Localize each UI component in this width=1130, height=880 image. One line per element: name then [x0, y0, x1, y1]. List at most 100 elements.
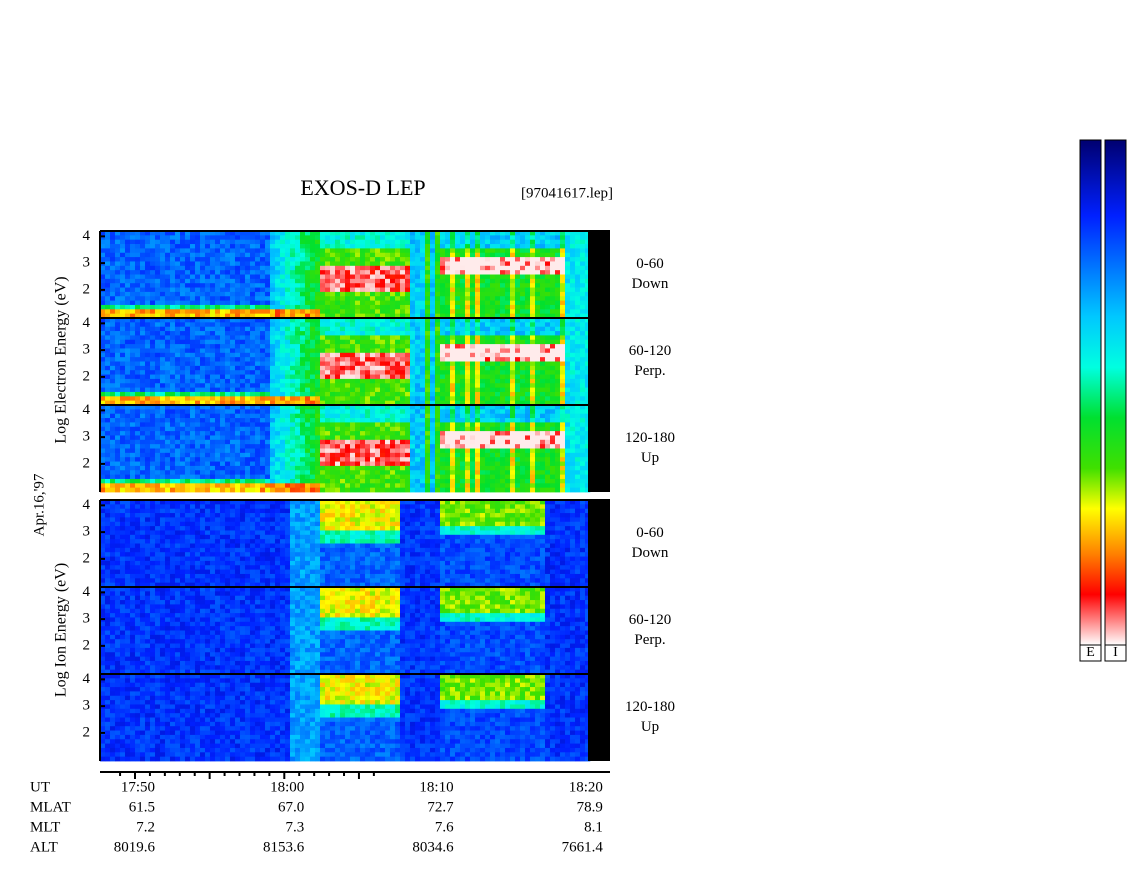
spectrogram-cell	[315, 244, 321, 249]
spectrogram-cell	[135, 352, 141, 358]
spectrogram-cell	[140, 413, 146, 419]
spectrogram-cell	[120, 318, 126, 323]
spectrogram-cell	[160, 400, 166, 406]
spectrogram-cell	[330, 357, 336, 362]
spectrogram-cell	[220, 300, 226, 306]
spectrogram-cell	[470, 313, 476, 319]
spectrogram-cell	[135, 474, 141, 480]
spectrogram-cell	[465, 296, 471, 301]
spectrogram-cell	[510, 357, 516, 362]
spectrogram-cell	[280, 287, 286, 293]
spectrogram-cell	[150, 304, 156, 310]
spectrogram-cell	[340, 365, 346, 371]
spectrogram-cell	[265, 400, 271, 406]
spectrogram-cell	[550, 274, 556, 280]
spectrogram-cell	[570, 261, 576, 267]
spectrogram-cell	[375, 291, 381, 297]
spectrogram-cell	[270, 487, 276, 493]
spectrogram-cell	[550, 265, 556, 271]
spectrogram-cell	[240, 457, 246, 462]
spectrogram-cell	[230, 465, 236, 471]
spectrogram-cell	[515, 348, 521, 354]
spectrogram-cell	[350, 296, 356, 301]
spectrogram-cell	[225, 261, 231, 267]
spectrogram-cell	[290, 483, 296, 489]
spectrogram-cell	[300, 452, 306, 458]
spectrogram-cell	[265, 378, 271, 384]
spectrogram-cell	[110, 378, 116, 384]
spectrogram-cell	[200, 461, 206, 467]
spectrogram-cell	[200, 365, 206, 371]
spectrogram-cell	[250, 291, 256, 297]
spectrogram-cell	[105, 483, 111, 489]
spectrogram-cell	[140, 391, 146, 397]
spectrogram-cell	[535, 248, 541, 254]
spectrogram-cell	[310, 339, 316, 345]
spectrogram-cell	[205, 300, 211, 306]
spectrogram-cell	[275, 478, 281, 484]
spectrogram-cell	[405, 248, 411, 254]
spectrogram-cell	[385, 335, 391, 341]
spectrogram-cell	[170, 304, 176, 310]
spectrogram-cell	[260, 287, 266, 293]
spectrogram-cell	[175, 326, 181, 332]
spectrogram-cell	[325, 378, 331, 384]
spectrogram-cell	[390, 257, 396, 262]
spectrogram-cell	[165, 370, 171, 375]
spectrogram-cell	[115, 326, 121, 332]
spectrogram-cell	[365, 365, 371, 371]
spectrogram-cell	[285, 426, 291, 432]
spectrogram-cell	[415, 357, 421, 362]
spectrogram-cell	[105, 387, 111, 393]
spectrogram-cell	[535, 374, 541, 380]
spectrogram-cell	[160, 326, 166, 332]
spectrogram-cell	[320, 283, 326, 288]
spectrogram-cell	[255, 409, 261, 415]
spectrogram-cell	[195, 461, 201, 467]
spectrogram-cell	[430, 248, 436, 254]
spectrogram-cell	[175, 452, 181, 458]
spectrogram-cell	[255, 383, 261, 388]
spectrogram-cell	[320, 413, 326, 419]
spectrogram-cell	[550, 257, 556, 262]
spectrogram-cell	[105, 448, 111, 454]
spectrogram-cell	[370, 231, 376, 236]
spectrogram-cell	[410, 344, 416, 349]
spectrogram-cell	[225, 461, 231, 467]
spectrogram-cell	[145, 452, 151, 458]
spectrogram-cell	[160, 291, 166, 297]
spectrogram-cell	[465, 348, 471, 354]
spectrogram-cell	[305, 274, 311, 280]
spectrogram-cell	[310, 335, 316, 341]
spectrogram-cell	[160, 274, 166, 280]
spectrogram-cell	[270, 283, 276, 288]
spectrogram-cell	[350, 374, 356, 380]
spectrogram-cell	[475, 318, 481, 323]
spectrogram-cell	[320, 387, 326, 393]
spectrogram-cell	[380, 274, 386, 280]
spectrogram-cell	[185, 313, 191, 319]
spectrogram-cell	[155, 304, 161, 310]
spectrogram-cell	[545, 322, 551, 328]
spectrogram-cell	[530, 300, 536, 306]
spectrogram-cell	[155, 426, 161, 432]
spectrogram-cell	[440, 252, 446, 258]
spectrogram-cell	[500, 248, 506, 254]
spectrogram-cell	[260, 244, 266, 249]
spectrogram-cell	[145, 274, 151, 280]
file-name: [97041617.lep]	[521, 185, 613, 201]
spectrogram-cell	[130, 457, 136, 462]
spectrogram-cell	[180, 461, 186, 467]
spectrogram-cell	[380, 309, 386, 315]
spectrogram-cell	[530, 304, 536, 310]
spectrogram-cell	[145, 339, 151, 345]
spectrogram-cell	[465, 274, 471, 280]
spectrogram-cell	[475, 287, 481, 293]
spectrogram-cell	[265, 265, 271, 271]
spectrogram-cell	[120, 383, 126, 388]
spectrogram-cell	[545, 296, 551, 301]
spectrogram-cell	[375, 304, 381, 310]
spectrogram-cell	[185, 296, 191, 301]
spectrogram-cell	[480, 370, 486, 375]
spectrogram-cell	[195, 265, 201, 271]
